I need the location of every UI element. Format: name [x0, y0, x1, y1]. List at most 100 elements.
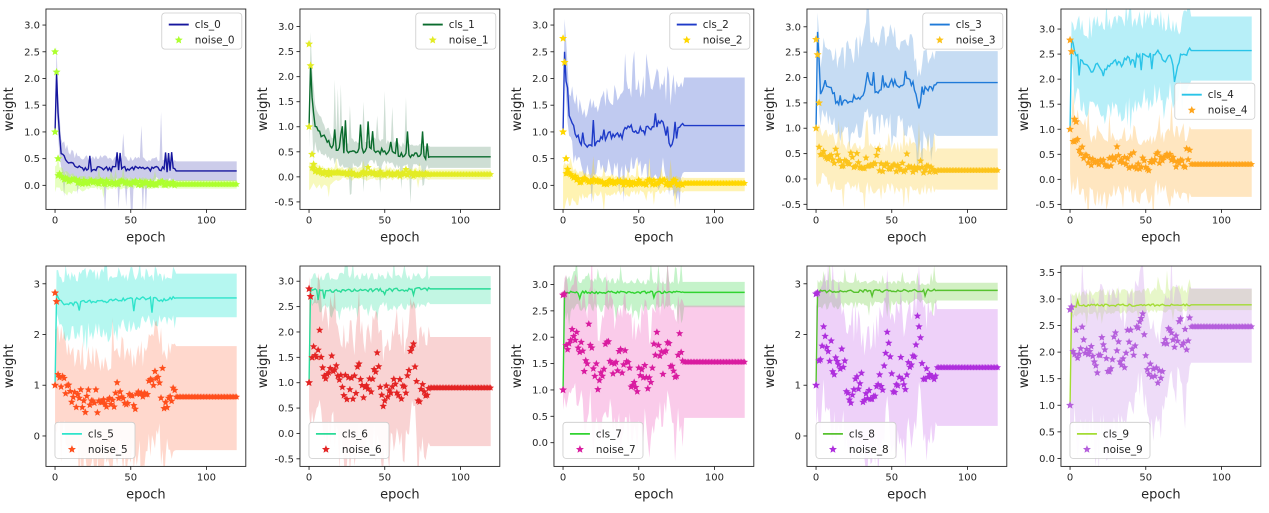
chart-svg-2: 0 50 100 0.0 0.5 1.0 1.5 2.0 2.5 3.0 epoch weight cl… — [510, 8, 754, 245]
noise-points — [1066, 35, 1256, 174]
y-tick-label: 0.0 — [278, 428, 294, 439]
subplot-2: 0 50 100 0.0 0.5 1.0 1.5 2.0 2.5 3.0 epoch weight cl… — [508, 0, 762, 257]
ticks — [1057, 28, 1223, 213]
y-tick-label: 0.0 — [24, 181, 40, 192]
y-tick-label: 3.0 — [1039, 294, 1055, 305]
ticks — [42, 282, 207, 470]
plot-frame — [553, 8, 754, 210]
legend: cls_4 noise_4 — [1174, 82, 1256, 120]
y-axis-label: weight — [256, 87, 271, 131]
subplot-9: 0 50 100 0.0 0.5 1.0 1.5 2.0 2.5 3.0 3.5 epoch weigh… — [1015, 257, 1269, 513]
x-tick-label: 50 — [632, 215, 645, 226]
noise-band — [308, 272, 491, 466]
legend: cls_1 noise_1 — [415, 12, 497, 50]
plot-frame — [1060, 8, 1262, 210]
legend: cls_5 noise_5 — [54, 421, 136, 459]
plot-frame — [553, 265, 754, 467]
y-tick-label: 3.0 — [532, 279, 548, 290]
y-tick-label: -0.5 — [274, 454, 293, 465]
noise-points — [1066, 302, 1256, 409]
cls-band — [816, 265, 999, 388]
y-tick-label: 1.5 — [532, 101, 548, 112]
legend: cls_0 noise_0 — [161, 12, 243, 50]
plot-frame — [806, 8, 1008, 210]
x-tick-label: 100 — [451, 472, 470, 483]
subplot-5: 0 50 100 0 1 2 3 epoch weight cls_5 noise_5 — [0, 257, 254, 513]
y-tick-label: 3.0 — [278, 22, 294, 33]
legend-label-noise: noise_3 — [956, 35, 996, 47]
legend-label-cls: cls_7 — [596, 428, 622, 440]
plot-area — [558, 19, 748, 210]
y-tick-label: 1 — [795, 380, 801, 391]
subplot-4: 0 50 100 -0.5 0.0 0.5 1.0 1.5 2.0 2.5 3.0 epoch weig… — [1015, 0, 1269, 257]
noise-band — [562, 265, 745, 461]
y-tick-label: -0.5 — [274, 197, 293, 208]
plot-frame — [45, 8, 247, 210]
legend: cls_7 noise_7 — [562, 421, 643, 459]
plot-area — [304, 31, 494, 204]
x-tick-label: 0 — [813, 215, 819, 226]
subplot-8: 0 50 100 0 1 2 3 epoch weight cls_8 noise_8 — [761, 257, 1015, 513]
cls-line — [54, 73, 237, 173]
x-tick-label: 0 — [813, 472, 819, 483]
y-tick-label: 0 — [795, 431, 801, 442]
y-tick-label: 0.5 — [532, 154, 548, 165]
x-axis-label: epoch — [1141, 487, 1181, 502]
cls-band — [562, 19, 745, 205]
ticks — [296, 26, 461, 213]
x-tick-label: 100 — [197, 215, 216, 226]
y-tick-label: 1.0 — [278, 378, 294, 389]
ticks — [550, 24, 715, 213]
legend-label-noise: noise_6 — [342, 443, 382, 455]
x-axis-label: epoch — [1141, 230, 1181, 245]
y-tick-label: 1.0 — [532, 127, 548, 138]
cls-line — [815, 287, 999, 385]
cls-line — [815, 31, 999, 129]
y-tick-label: 1.0 — [1039, 125, 1055, 136]
x-tick-label: 100 — [1212, 215, 1231, 226]
legend-star-sample — [174, 35, 183, 44]
y-tick-label: -0.5 — [782, 200, 801, 211]
x-axis-label: epoch — [888, 230, 928, 245]
plot-area — [812, 265, 1002, 466]
legend: cls_6 noise_6 — [308, 421, 390, 459]
noise-points — [304, 284, 494, 409]
legend-label-noise: noise_1 — [449, 35, 489, 47]
subplot-6: 0 50 100 -0.5 0.0 0.5 1.0 1.5 2.0 2.5 3.0 epoch weig… — [254, 257, 508, 513]
y-tick-label: 1.5 — [785, 98, 801, 109]
y-tick-label: 2.0 — [532, 74, 548, 85]
x-tick-label: 100 — [451, 215, 470, 226]
cls-band — [1070, 9, 1252, 132]
legend-label-noise: noise_5 — [88, 443, 128, 455]
y-tick-label: 0.5 — [24, 154, 40, 165]
legend-label-cls: cls_9 — [1103, 428, 1129, 440]
y-axis-label: weight — [256, 344, 271, 388]
noise-points — [51, 47, 241, 189]
legend-star-sample — [1083, 444, 1092, 453]
y-tick-label: 2.0 — [785, 73, 801, 84]
y-tick-label: 1.0 — [1039, 400, 1055, 411]
y-tick-label: 3.0 — [278, 276, 294, 287]
legend-label-cls: cls_8 — [849, 428, 875, 440]
noise-points — [51, 288, 241, 416]
y-axis-label: weight — [1017, 87, 1032, 131]
y-tick-label: 1.0 — [24, 127, 40, 138]
cls-line — [308, 286, 491, 383]
legend: cls_2 noise_2 — [668, 12, 750, 50]
y-tick-label: 2.5 — [278, 302, 294, 313]
legend-label-cls: cls_2 — [702, 19, 728, 31]
x-tick-label: 100 — [1212, 472, 1231, 483]
x-tick-label: 0 — [306, 215, 312, 226]
y-tick-label: 1.0 — [278, 122, 294, 133]
x-tick-label: 0 — [559, 215, 565, 226]
y-tick-label: 0.5 — [1039, 427, 1055, 438]
y-tick-label: -0.5 — [1036, 200, 1055, 211]
y-tick-label: 1.5 — [532, 359, 548, 370]
y-tick-label: 3 — [795, 279, 801, 290]
chart-svg-3: 0 50 100 -0.5 0.0 0.5 1.0 1.5 2.0 2.5 3.0 epoch weig… — [763, 8, 1008, 245]
y-tick-label: 0.5 — [278, 147, 294, 158]
subplot-3: 0 50 100 -0.5 0.0 0.5 1.0 1.5 2.0 2.5 3.0 epoch weig… — [761, 0, 1015, 257]
y-tick-label: 2.5 — [532, 306, 548, 317]
y-tick-label: 1.5 — [1039, 100, 1055, 111]
y-tick-label: 2.0 — [278, 72, 294, 83]
